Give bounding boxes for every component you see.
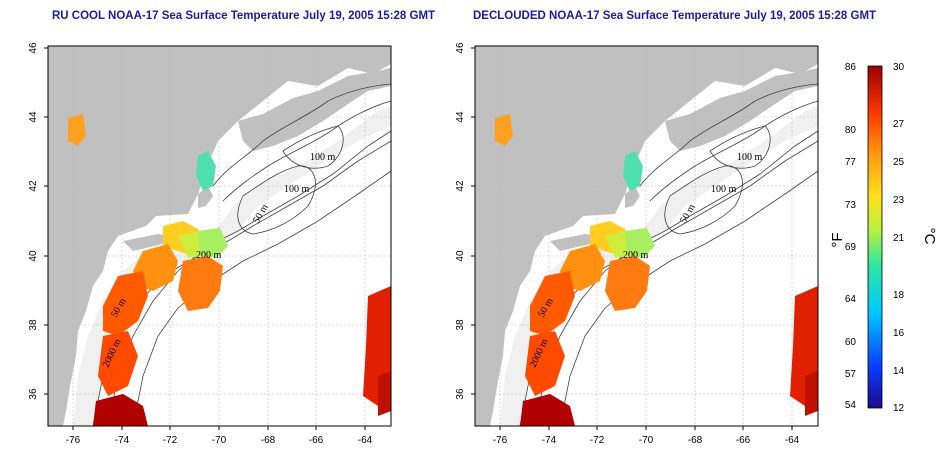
left-y-axis	[44, 47, 48, 395]
colorbar: 86 80 77 73 69 64 60 57 54 30 27 25 23 2…	[829, 62, 938, 414]
y-tick-label: 42	[28, 180, 39, 192]
left-map-panel: 100 m 100 m 50 m 200 m 50 m 2000 m -76 -…	[28, 42, 392, 446]
left-panel-title: RU COOL NOAA-17 Sea Surface Temperature …	[52, 10, 436, 22]
x-tick-label: -66	[309, 435, 324, 446]
x-tick-label: -74	[542, 435, 557, 446]
x-tick-label: -76	[493, 435, 508, 446]
fahrenheit-tick-label: 69	[845, 242, 857, 253]
x-tick-label: -76	[66, 435, 81, 446]
fahrenheit-tick-label: 73	[845, 200, 857, 211]
y-tick-label: 36	[455, 388, 466, 400]
contour-label: 100 m	[310, 152, 336, 163]
fahrenheit-tick-label: 57	[845, 369, 857, 380]
contour-label: 200 m	[196, 250, 222, 261]
x-tick-label: -72	[163, 435, 178, 446]
fahrenheit-unit-label: °F	[829, 232, 846, 247]
x-tick-label: -70	[212, 435, 227, 446]
x-tick-label: -74	[115, 435, 130, 446]
x-tick-label: -72	[590, 435, 605, 446]
celsius-tick-label: 25	[893, 157, 905, 168]
x-tick-label: -68	[688, 435, 703, 446]
celsius-tick-label: 16	[893, 328, 905, 339]
celsius-tick-label: 18	[893, 290, 905, 301]
y-tick-label: 42	[455, 180, 466, 192]
celsius-tick-label: 23	[893, 195, 905, 206]
y-tick-label: 44	[455, 111, 466, 123]
celsius-tick-label: 14	[893, 366, 905, 377]
y-tick-label: 40	[28, 250, 39, 262]
left-x-tick-labels: -76 -74 -72 -70 -68 -66 -64	[66, 435, 373, 446]
y-tick-label: 40	[455, 250, 466, 262]
left-x-axis	[72, 426, 366, 430]
celsius-tick-label: 12	[893, 403, 905, 414]
x-tick-label: -68	[261, 435, 276, 446]
right-map-panel: 100 m 100 m 50 m 200 m 50 m 2000 m -76 -…	[455, 42, 819, 446]
y-tick-label: 36	[28, 388, 39, 400]
y-tick-label: 46	[28, 42, 39, 54]
colorbar-celsius-ticks: 30 27 25 23 21 18 16 14 12	[893, 62, 905, 414]
celsius-tick-label: 21	[893, 233, 905, 244]
right-y-axis	[471, 47, 475, 395]
y-tick-label: 38	[28, 319, 39, 331]
y-tick-label: 44	[28, 111, 39, 123]
y-tick-label: 46	[455, 42, 466, 54]
left-y-tick-labels: 36 38 40 42 44 46	[28, 42, 39, 400]
contour-label: 200 m	[623, 250, 649, 261]
y-tick-label: 38	[455, 319, 466, 331]
colorbar-gradient	[867, 65, 883, 409]
fahrenheit-tick-label: 86	[845, 62, 857, 73]
celsius-tick-label: 27	[893, 119, 905, 130]
contour-label: 100 m	[284, 184, 310, 195]
celsius-tick-label: 30	[893, 62, 905, 73]
colorbar-fahrenheit-ticks: 86 80 77 73 69 64 60 57 54	[845, 62, 857, 411]
right-x-axis	[499, 426, 793, 430]
fahrenheit-tick-label: 64	[845, 294, 857, 305]
contour-label: 100 m	[711, 184, 737, 195]
fahrenheit-tick-label: 80	[845, 125, 857, 136]
x-tick-label: -64	[785, 435, 800, 446]
x-tick-label: -70	[639, 435, 654, 446]
celsius-unit-label: °C	[921, 228, 938, 245]
right-x-tick-labels: -76 -74 -72 -70 -68 -66 -64	[493, 435, 800, 446]
x-tick-label: -66	[736, 435, 751, 446]
fahrenheit-tick-label: 54	[845, 400, 857, 411]
right-y-tick-labels: 36 38 40 42 44 46	[455, 42, 466, 400]
fahrenheit-tick-label: 60	[845, 337, 857, 348]
right-panel-title: DECLOUDED NOAA-17 Sea Surface Temperatur…	[473, 10, 877, 22]
fahrenheit-tick-label: 77	[845, 157, 857, 168]
contour-label: 100 m	[737, 152, 763, 163]
x-tick-label: -64	[358, 435, 373, 446]
